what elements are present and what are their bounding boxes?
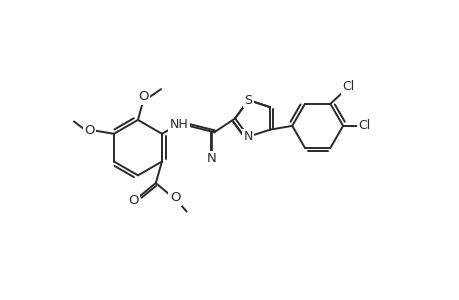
Text: N: N — [243, 130, 252, 143]
Text: Cl: Cl — [358, 119, 370, 132]
Text: O: O — [138, 90, 148, 103]
Text: S: S — [244, 94, 252, 106]
Text: N: N — [206, 152, 216, 165]
Text: O: O — [169, 191, 180, 204]
Text: O: O — [84, 124, 95, 137]
Text: O: O — [128, 194, 139, 207]
Text: NH: NH — [169, 118, 188, 131]
Text: Cl: Cl — [342, 80, 354, 93]
